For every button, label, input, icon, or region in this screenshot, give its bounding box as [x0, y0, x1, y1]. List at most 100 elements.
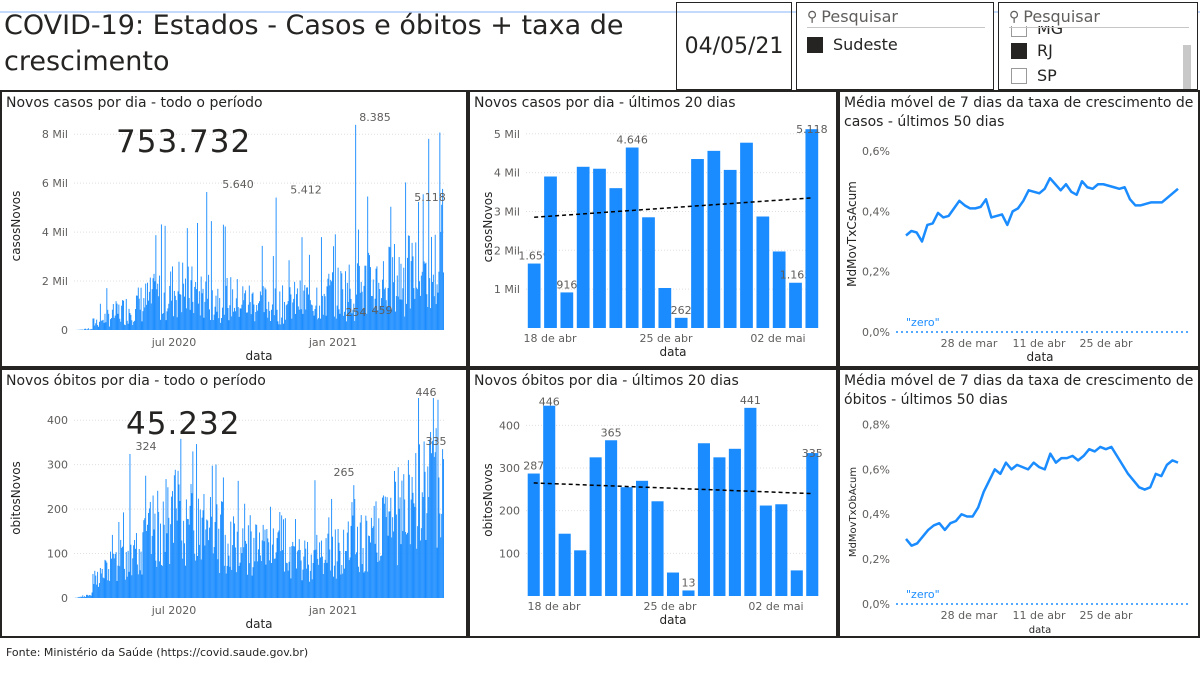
- bar: [206, 191, 208, 330]
- bar: [377, 310, 379, 330]
- bar: [190, 280, 192, 330]
- bar: [160, 319, 161, 330]
- data-label: 1.165: [780, 269, 812, 282]
- bar: [593, 168, 606, 328]
- bar: [329, 285, 331, 330]
- bar: [241, 304, 243, 330]
- bar: [258, 549, 259, 598]
- y-tick-label: 300: [47, 459, 68, 472]
- panel-casos-mm: Média móvel de 7 dias da taxa de crescim…: [838, 90, 1200, 368]
- bar: [148, 513, 149, 598]
- bar: [250, 314, 252, 330]
- bar: [188, 297, 190, 330]
- checkbox-checked-icon[interactable]: [807, 36, 823, 53]
- bar: [277, 532, 279, 598]
- bar: [441, 204, 443, 330]
- region-search[interactable]: ⚲ Pesquisar: [807, 7, 898, 26]
- bar: [172, 316, 174, 330]
- x-axis-label: data: [1026, 350, 1053, 364]
- bar: [331, 498, 333, 598]
- bar: [117, 565, 119, 598]
- bar: [167, 487, 169, 598]
- bar: [135, 309, 136, 330]
- region-option-sudeste[interactable]: Sudeste: [807, 35, 898, 54]
- bar: [113, 558, 115, 598]
- y-tick-label: 300: [499, 462, 520, 475]
- bar: [226, 277, 228, 330]
- bar: [78, 596, 80, 598]
- bar: [303, 290, 305, 330]
- bar: [238, 316, 240, 330]
- y-tick-label: 6 Mil: [42, 177, 68, 190]
- bar: [169, 285, 171, 330]
- bar: [231, 569, 233, 598]
- bar: [224, 534, 226, 598]
- chart-title: Média móvel de 7 dias da taxa de crescim…: [844, 95, 1194, 130]
- bar: [264, 287, 266, 330]
- bar: [398, 508, 400, 598]
- bar: [170, 524, 172, 598]
- x-axis-label: data: [245, 349, 272, 363]
- bar: [317, 319, 319, 330]
- bar: [265, 289, 267, 330]
- bar: [140, 287, 142, 330]
- bar: [413, 503, 415, 598]
- bar: [138, 548, 140, 598]
- bar: [265, 564, 267, 598]
- y-tick-label: 0: [61, 324, 68, 337]
- y-tick-label: 400: [499, 419, 520, 432]
- bar: [338, 542, 340, 598]
- bar: [350, 298, 352, 330]
- checkbox-unchecked-icon[interactable]: [1011, 67, 1027, 84]
- data-label: 5.118: [414, 191, 446, 204]
- bar: [93, 318, 95, 330]
- bar: [118, 304, 120, 330]
- bar: [358, 265, 360, 330]
- bar: [427, 307, 429, 330]
- bar: [173, 475, 175, 598]
- state-slicer[interactable]: ⚲ Pesquisar MG RJ SP: [998, 2, 1198, 90]
- bar: [93, 584, 95, 598]
- bar: [560, 292, 574, 328]
- bar: [236, 531, 238, 598]
- bar: [574, 550, 587, 596]
- zero-label: "zero": [906, 588, 940, 601]
- bar: [273, 315, 275, 330]
- state-option-sp[interactable]: SP: [1011, 66, 1057, 85]
- bar: [154, 281, 156, 330]
- bar: [258, 303, 259, 330]
- state-search[interactable]: ⚲ Pesquisar: [1009, 7, 1100, 26]
- x-tick-label: 11 de abr: [1013, 337, 1066, 350]
- bar: [428, 496, 430, 598]
- bar: [169, 563, 171, 598]
- bar: [347, 301, 349, 330]
- bar: [131, 575, 133, 598]
- y-tick-label: 2 Mil: [42, 275, 68, 288]
- bar: [371, 528, 373, 598]
- state-option-rj[interactable]: RJ: [1011, 41, 1053, 60]
- bar: [266, 529, 268, 598]
- bar: [192, 301, 194, 330]
- slicer-scrollbar[interactable]: [1183, 45, 1191, 89]
- bar: [212, 320, 214, 330]
- bar: [421, 492, 423, 598]
- bar: [387, 535, 389, 598]
- region-slicer[interactable]: ⚲ Pesquisar Sudeste: [796, 2, 994, 90]
- bar: [442, 188, 444, 330]
- bar: [320, 540, 322, 598]
- bar: [245, 540, 247, 598]
- bar: [287, 301, 289, 330]
- bar: [116, 580, 118, 598]
- bar: [333, 565, 335, 598]
- bar: [275, 552, 277, 598]
- bar: [300, 309, 302, 330]
- bar: [336, 305, 338, 330]
- bar: [116, 303, 118, 330]
- bar: [120, 539, 122, 598]
- bar: [259, 291, 261, 330]
- bar: [199, 509, 201, 598]
- checkbox-checked-icon[interactable]: [1011, 42, 1027, 59]
- bar: [374, 298, 376, 330]
- bar: [253, 537, 255, 598]
- bar: [321, 556, 323, 598]
